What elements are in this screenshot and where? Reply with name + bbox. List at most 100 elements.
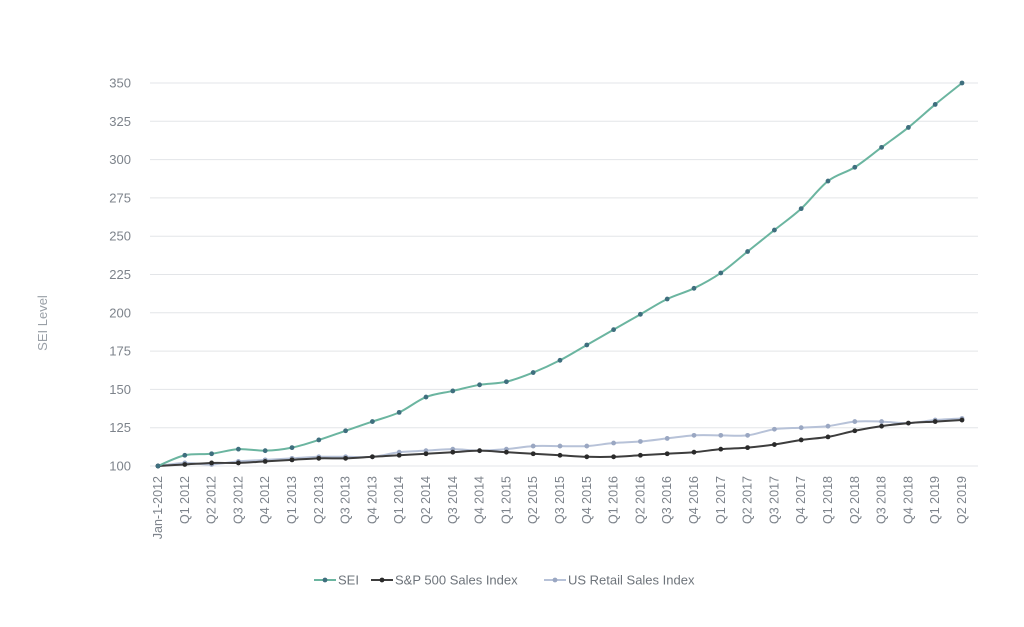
data-point bbox=[638, 439, 643, 444]
x-tick-label: Q3 2016 bbox=[660, 476, 674, 524]
data-point bbox=[396, 409, 402, 415]
data-point bbox=[530, 370, 536, 375]
x-tick-label: Q4 2013 bbox=[365, 476, 379, 524]
data-point bbox=[370, 419, 375, 424]
data-point bbox=[370, 454, 375, 460]
data-point bbox=[504, 449, 509, 455]
gridlines bbox=[150, 82, 978, 467]
x-tick-label: Q1 2014 bbox=[392, 476, 406, 524]
series-lines bbox=[155, 80, 965, 469]
data-point bbox=[584, 454, 590, 460]
data-point bbox=[155, 463, 161, 469]
x-tick-label: Q2 2015 bbox=[526, 476, 540, 524]
data-point bbox=[906, 420, 911, 426]
data-point bbox=[798, 437, 804, 443]
data-point bbox=[798, 206, 804, 212]
y-axis-label: SEI Level bbox=[35, 295, 50, 351]
data-point bbox=[664, 296, 670, 302]
data-point bbox=[530, 451, 536, 457]
data-point bbox=[664, 436, 670, 441]
data-point bbox=[691, 432, 697, 438]
data-point bbox=[718, 270, 724, 276]
data-point bbox=[584, 443, 590, 449]
data-point bbox=[262, 448, 268, 454]
x-tick-label: Q3 2012 bbox=[231, 476, 245, 524]
y-tick-label: 200 bbox=[109, 305, 131, 320]
y-tick-label: 150 bbox=[109, 382, 131, 397]
x-tick-label: Q3 2013 bbox=[339, 476, 353, 524]
legend-label: US Retail Sales Index bbox=[568, 573, 695, 588]
x-tick-label: Q1 2012 bbox=[178, 476, 192, 524]
series-1 bbox=[155, 417, 965, 469]
legend-item: S&P 500 Sales Index bbox=[371, 573, 518, 588]
x-tick-label: Q4 2017 bbox=[794, 476, 808, 524]
data-point bbox=[906, 125, 911, 130]
x-tick-label: Q1 2018 bbox=[821, 476, 835, 524]
data-point bbox=[343, 455, 348, 461]
x-tick-label: Q3 2014 bbox=[446, 476, 460, 524]
x-tick-label: Q4 2012 bbox=[258, 476, 272, 524]
data-point bbox=[879, 423, 884, 429]
x-tick-label: Q1 2015 bbox=[499, 476, 513, 524]
legend-label: S&P 500 Sales Index bbox=[395, 573, 518, 588]
x-tick-label: Q4 2018 bbox=[901, 476, 915, 524]
legend-swatch-marker bbox=[552, 577, 558, 583]
data-point bbox=[638, 452, 643, 458]
data-point bbox=[450, 449, 456, 455]
x-axis-ticks: Jan-1-2012 Q1 2012 Q2 2012 Q3 2012 Q4 2012 Q1… bbox=[151, 476, 969, 539]
data-point bbox=[423, 394, 429, 400]
data-point bbox=[611, 440, 616, 446]
data-point bbox=[772, 426, 777, 432]
y-tick-label: 250 bbox=[109, 229, 131, 244]
x-tick-label: Q1 2019 bbox=[928, 476, 942, 524]
data-point bbox=[209, 460, 215, 466]
x-tick-label: Q2 2013 bbox=[312, 476, 326, 524]
data-point bbox=[825, 434, 831, 440]
data-point bbox=[236, 460, 241, 466]
data-point bbox=[423, 451, 429, 457]
y-tick-label: 125 bbox=[109, 420, 131, 435]
series-0 bbox=[155, 80, 965, 469]
x-tick-label: Q3 2018 bbox=[875, 476, 889, 524]
y-tick-label: 325 bbox=[109, 114, 131, 129]
data-point bbox=[852, 164, 858, 170]
data-point bbox=[477, 448, 482, 454]
legend: SEI S&P 500 Sales Index US Retail Sales In… bbox=[314, 573, 695, 588]
x-tick-label: Q1 2016 bbox=[607, 476, 621, 524]
data-point bbox=[182, 462, 188, 467]
data-point bbox=[262, 459, 268, 464]
x-tick-label: Q3 2017 bbox=[767, 476, 781, 524]
data-point bbox=[477, 382, 482, 388]
data-point bbox=[798, 425, 804, 431]
data-point bbox=[959, 417, 965, 423]
x-tick-label: Q1 2017 bbox=[714, 476, 728, 524]
x-tick-label: Q2 2014 bbox=[419, 476, 433, 524]
x-tick-label: Q3 2015 bbox=[553, 476, 567, 524]
y-tick-label: 300 bbox=[109, 152, 131, 167]
data-point bbox=[557, 357, 563, 363]
data-point bbox=[932, 419, 938, 424]
data-point bbox=[691, 449, 697, 455]
data-point bbox=[745, 249, 750, 254]
x-tick-label: Q2 2017 bbox=[741, 476, 755, 524]
x-tick-label: Jan-1-2012 bbox=[151, 476, 165, 539]
data-point bbox=[825, 178, 831, 184]
data-point bbox=[236, 446, 241, 452]
data-point bbox=[772, 442, 777, 447]
data-point bbox=[343, 428, 348, 434]
y-tick-label: 175 bbox=[109, 344, 131, 359]
y-axis-ticks: 100 125 150 175 200 225 250 275 300 325 350 bbox=[109, 76, 131, 474]
legend-item: SEI bbox=[314, 573, 359, 588]
x-tick-label: Q2 2012 bbox=[205, 476, 219, 524]
data-point bbox=[557, 452, 563, 458]
data-point bbox=[530, 443, 536, 449]
legend-item: US Retail Sales Index bbox=[544, 573, 695, 588]
legend-label: SEI bbox=[338, 573, 359, 588]
data-point bbox=[932, 102, 938, 107]
data-point bbox=[289, 445, 295, 451]
data-point bbox=[852, 428, 858, 434]
series-line bbox=[157, 417, 963, 467]
data-point bbox=[879, 419, 884, 424]
data-point bbox=[959, 80, 965, 86]
